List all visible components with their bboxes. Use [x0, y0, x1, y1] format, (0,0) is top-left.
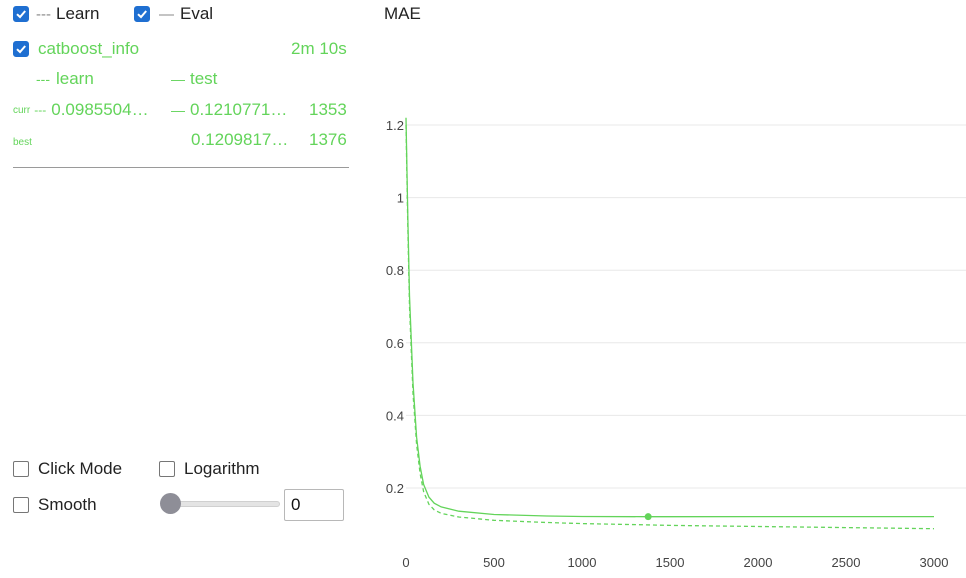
learn-column-label: learn: [56, 69, 94, 88]
x-tick-label: 1000: [568, 555, 597, 570]
y-tick-label: 0.2: [386, 481, 404, 496]
curr-test: — 0.1210771…: [171, 100, 287, 120]
mae-chart[interactable]: 0.2 0.4 0.6 0.8 1 1.2 0 500 1000 1500 2000 2500 3000: [360, 100, 966, 576]
series-line-test: [405, 117, 934, 518]
eval-checkbox[interactable]: [134, 6, 150, 22]
dashed-line-icon: ---: [36, 71, 50, 87]
logarithm-checkbox[interactable]: [159, 461, 175, 477]
run-name: catboost_info: [38, 39, 140, 58]
y-tick-label: 0.6: [386, 336, 404, 351]
logarithm-label: Logarithm: [184, 459, 260, 478]
smooth-slider-track[interactable]: [170, 501, 280, 507]
run-duration: 2m 10s: [291, 39, 347, 58]
run-row: catboost_info: [13, 39, 139, 59]
dashed-line-icon: ---: [34, 103, 47, 117]
learn-label: Learn: [56, 4, 100, 23]
best-iteration: 1376: [309, 130, 347, 149]
y-tick-label: 1.2: [386, 118, 404, 133]
check-icon: [16, 45, 26, 54]
x-tick-label: 2000: [744, 555, 773, 570]
legend-row: --- Learn: [13, 4, 99, 24]
divider: [13, 167, 349, 168]
solid-line-icon: —: [171, 71, 185, 87]
curr-test-value: 0.1210771…: [190, 100, 288, 119]
click-mode-toggle[interactable]: Click Mode: [13, 459, 122, 479]
best-point-marker: [644, 513, 652, 521]
series-line-learn: [405, 124, 935, 530]
smooth-checkbox[interactable]: [13, 497, 29, 513]
y-tick-label: 0.4: [386, 408, 404, 423]
test-column-header: — test: [171, 69, 217, 89]
smooth-toggle[interactable]: Smooth: [13, 495, 97, 515]
curr-row: curr --- 0.0985504…: [13, 100, 149, 120]
test-column-label: test: [190, 69, 218, 88]
legend-eval: — Eval: [134, 4, 213, 24]
x-tick-label: 1500: [656, 555, 685, 570]
curr-iteration: 1353: [309, 100, 347, 119]
click-mode-checkbox[interactable]: [13, 461, 29, 477]
y-tick-label: 0.8: [386, 263, 404, 278]
x-tick-label: 3000: [920, 555, 949, 570]
check-icon: [16, 10, 26, 19]
x-tick-label: 2500: [832, 555, 861, 570]
click-mode-label: Click Mode: [38, 459, 123, 478]
x-tick-label: 500: [483, 555, 505, 570]
best-label: best: [13, 136, 32, 148]
learn-checkbox[interactable]: [13, 6, 29, 22]
eval-label: Eval: [180, 4, 214, 23]
smooth-slider-thumb[interactable]: [160, 493, 181, 514]
smooth-value-input[interactable]: [284, 489, 344, 521]
x-tick-label: 0: [402, 555, 409, 570]
y-tick-label: 1: [397, 191, 404, 206]
chart-title: MAE: [384, 4, 421, 23]
curr-label: curr: [13, 104, 31, 116]
curr-learn-value: 0.0985504…: [51, 100, 149, 119]
smooth-label: Smooth: [38, 495, 97, 514]
check-icon: [137, 10, 147, 19]
learn-column-header: --- learn: [36, 69, 94, 89]
dashed-line-icon: ---: [36, 5, 51, 23]
run-checkbox[interactable]: [13, 41, 29, 57]
solid-line-icon: —: [171, 102, 185, 118]
solid-line-icon: —: [159, 5, 174, 23]
best-test-value: 0.1209817…: [191, 130, 289, 149]
logarithm-toggle[interactable]: Logarithm: [159, 459, 260, 479]
